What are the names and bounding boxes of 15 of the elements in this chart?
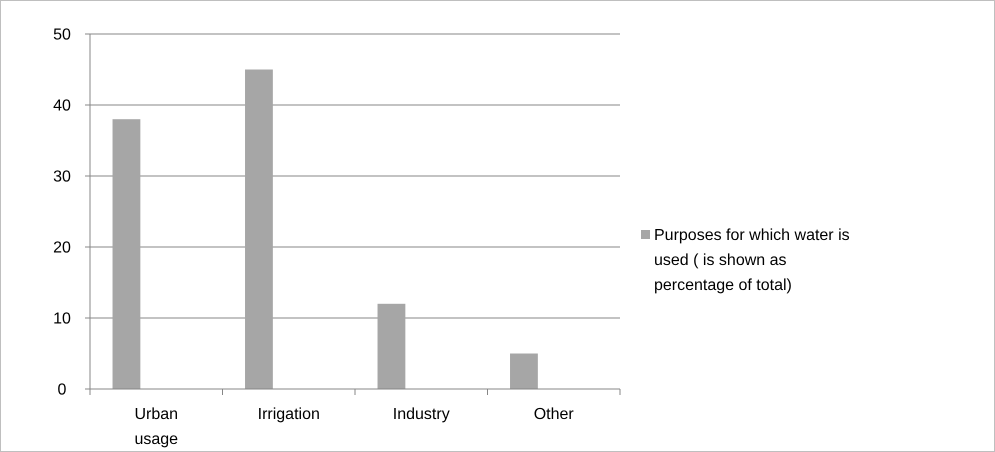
bar — [510, 354, 538, 389]
bar — [245, 70, 273, 389]
x-tick-label: Industry — [392, 406, 450, 423]
y-tick-label: 20 — [53, 240, 71, 257]
y-tick-label: 40 — [53, 98, 71, 115]
x-tick-label: Urban usage — [134, 406, 178, 448]
bar — [112, 119, 140, 389]
y-tick-label: 0 — [58, 382, 67, 399]
y-tick-label: 50 — [53, 26, 71, 44]
x-tick-label: Irrigation — [258, 406, 320, 423]
legend-label: Purposes for which water is used ( is shown as percentage of total) — [654, 227, 850, 294]
bar — [378, 304, 406, 389]
x-tick-label: Other — [534, 406, 574, 423]
y-tick-label: 10 — [53, 310, 71, 328]
y-tick-label: 30 — [53, 168, 71, 186]
